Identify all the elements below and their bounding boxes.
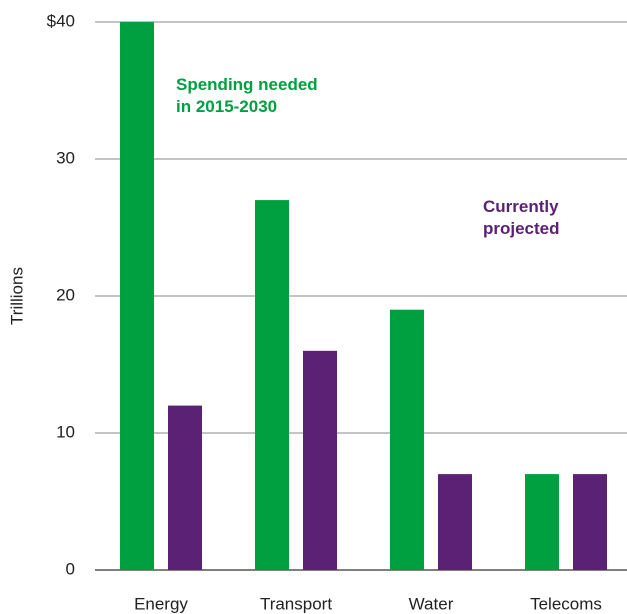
x-tick-label: Transport [260, 594, 332, 613]
bar [573, 474, 607, 570]
x-tick-label: Telecoms [530, 594, 602, 613]
y-axis-label: Trillions [7, 267, 26, 325]
legend-label: Currently projected [483, 197, 560, 238]
bar [438, 474, 472, 570]
y-tick-label: 0 [66, 559, 75, 578]
bar [303, 350, 337, 570]
x-tick-label: Energy [134, 594, 188, 613]
bar [390, 309, 424, 570]
bar [120, 22, 154, 570]
x-tick-label: Water [409, 594, 454, 613]
bar [525, 474, 559, 570]
y-tick-label: 20 [56, 285, 75, 304]
y-tick-label: 10 [56, 422, 75, 441]
bar [255, 200, 289, 570]
legend-label: Spending needed in 2015-2030 [176, 75, 318, 116]
y-tick-label: $40 [47, 11, 75, 30]
bar [168, 405, 202, 570]
y-tick-label: 30 [56, 148, 75, 167]
